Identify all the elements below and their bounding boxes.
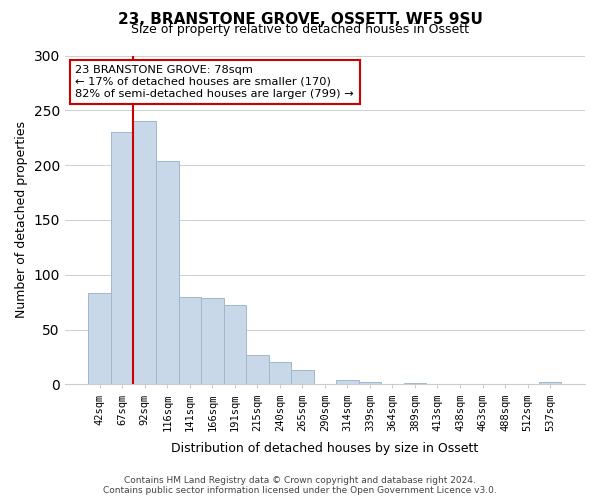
Bar: [156, 160, 179, 384]
Bar: [269, 362, 291, 384]
Bar: [111, 132, 133, 384]
Bar: [291, 370, 314, 384]
Bar: [539, 382, 562, 384]
Text: Contains HM Land Registry data © Crown copyright and database right 2024.
Contai: Contains HM Land Registry data © Crown c…: [103, 476, 497, 495]
Bar: [336, 380, 359, 384]
Bar: [246, 355, 269, 384]
X-axis label: Distribution of detached houses by size in Ossett: Distribution of detached houses by size …: [171, 442, 479, 455]
Bar: [179, 296, 201, 384]
Text: 23, BRANSTONE GROVE, OSSETT, WF5 9SU: 23, BRANSTONE GROVE, OSSETT, WF5 9SU: [118, 12, 482, 28]
Bar: [133, 122, 156, 384]
Text: 23 BRANSTONE GROVE: 78sqm
← 17% of detached houses are smaller (170)
82% of semi: 23 BRANSTONE GROVE: 78sqm ← 17% of detac…: [75, 66, 354, 98]
Bar: [88, 294, 111, 384]
Bar: [201, 298, 224, 384]
Bar: [359, 382, 381, 384]
Text: Size of property relative to detached houses in Ossett: Size of property relative to detached ho…: [131, 22, 469, 36]
Y-axis label: Number of detached properties: Number of detached properties: [15, 122, 28, 318]
Bar: [224, 306, 246, 384]
